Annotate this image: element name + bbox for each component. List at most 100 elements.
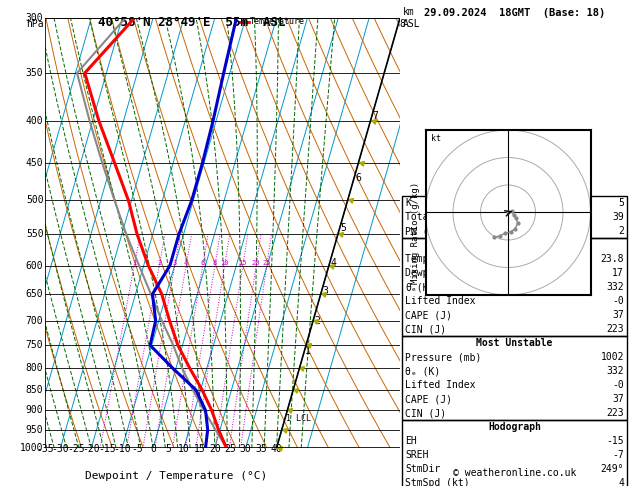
Text: 6: 6 [355,174,361,183]
Text: Hodograph: Hodograph [488,422,541,432]
Text: 5: 5 [341,223,347,233]
Text: 15: 15 [238,260,247,265]
Text: 37: 37 [612,394,624,404]
Text: StmDir: StmDir [405,464,440,474]
Text: 4: 4 [184,260,188,265]
Text: θₑ (K): θₑ (K) [405,366,440,376]
Text: -15: -15 [98,444,116,454]
Text: 20: 20 [209,444,221,454]
Text: StmSpd (kt): StmSpd (kt) [405,478,470,486]
Text: 17: 17 [612,268,624,278]
Text: CAPE (J): CAPE (J) [405,310,452,320]
Text: 2: 2 [157,260,162,265]
Text: 249°: 249° [601,464,624,474]
Text: PW (cm): PW (cm) [405,226,446,236]
Text: 10: 10 [220,260,229,265]
Text: 10: 10 [178,444,190,454]
Text: θₑ(K): θₑ(K) [405,282,435,292]
Text: 800: 800 [26,364,43,373]
Text: 4: 4 [618,478,624,486]
Text: 550: 550 [26,229,43,240]
Text: 223: 223 [606,408,624,418]
Text: Dewpoint / Temperature (°C): Dewpoint / Temperature (°C) [85,471,267,481]
Text: 35: 35 [255,444,267,454]
Text: 1: 1 [305,346,311,356]
Text: Surface: Surface [494,240,535,250]
Bar [402,238,627,336]
Text: CIN (J): CIN (J) [405,408,446,418]
Text: 37: 37 [612,310,624,320]
Text: SREH: SREH [405,450,428,460]
Text: 5: 5 [618,198,624,208]
Text: 332: 332 [606,282,624,292]
Text: 6: 6 [201,260,205,265]
Text: Pressure (mb): Pressure (mb) [405,352,481,362]
Text: 15: 15 [194,444,205,454]
Text: 850: 850 [26,385,43,395]
Text: 3: 3 [323,286,328,296]
Text: 750: 750 [26,340,43,350]
Text: 8: 8 [213,260,217,265]
Text: 4: 4 [331,258,337,268]
Text: -15: -15 [606,436,624,446]
Text: CIN (J): CIN (J) [405,324,446,334]
Text: EH: EH [405,436,417,446]
Text: 30: 30 [240,444,252,454]
Text: -5: -5 [131,444,143,454]
Text: 40: 40 [270,444,282,454]
Text: 40°58'N 28°49'E  55m  ASL: 40°58'N 28°49'E 55m ASL [98,16,286,29]
Text: -0: -0 [612,296,624,306]
Text: 950: 950 [26,425,43,434]
Text: 500: 500 [26,195,43,206]
Text: 23.8: 23.8 [601,254,624,264]
Text: Totals Totals: Totals Totals [405,212,481,222]
Text: 8: 8 [399,19,405,29]
Text: 29.09.2024  18GMT  (Base: 18): 29.09.2024 18GMT (Base: 18) [424,8,605,18]
Text: Lifted Index: Lifted Index [405,296,476,306]
Text: -30: -30 [52,444,69,454]
Text: 39: 39 [612,212,624,222]
Text: hPa: hPa [26,19,43,29]
Text: -25: -25 [67,444,85,454]
Text: 900: 900 [26,405,43,416]
Bar [402,196,627,238]
Text: 300: 300 [26,13,43,23]
Text: 223: 223 [606,324,624,334]
Text: Mixing Ratio (g/kg): Mixing Ratio (g/kg) [411,182,420,284]
Text: 332: 332 [606,366,624,376]
Text: Lifted Index: Lifted Index [405,380,476,390]
Text: 5: 5 [165,444,172,454]
Text: 3: 3 [172,260,177,265]
Bar [402,420,627,486]
Text: kt: kt [431,134,441,143]
Text: 600: 600 [26,260,43,271]
Text: © weatheronline.co.uk: © weatheronline.co.uk [453,468,576,478]
Text: 700: 700 [26,315,43,326]
Text: 650: 650 [26,289,43,299]
Text: 20: 20 [252,260,260,265]
Text: 1 LCL: 1 LCL [286,415,311,423]
Text: 1002: 1002 [601,352,624,362]
Text: -7: -7 [612,450,624,460]
Text: Most Unstable: Most Unstable [476,338,553,348]
Text: 400: 400 [26,116,43,126]
Text: 1000: 1000 [20,443,43,453]
Text: 450: 450 [26,158,43,168]
Text: 25: 25 [225,444,236,454]
Text: 25: 25 [262,260,271,265]
Text: Temperature: Temperature [250,17,305,26]
Text: Temp (°C): Temp (°C) [405,254,458,264]
Text: 2: 2 [618,226,624,236]
Bar [402,336,627,420]
Text: -20: -20 [82,444,100,454]
Text: 7: 7 [373,111,379,121]
Text: -35: -35 [36,444,54,454]
Text: 350: 350 [26,68,43,78]
Text: Dewp (°C): Dewp (°C) [405,268,458,278]
Text: K: K [405,198,411,208]
Text: 2: 2 [314,315,320,326]
Text: 0: 0 [150,444,156,454]
Text: 1: 1 [132,260,136,265]
Text: km
ASL: km ASL [403,7,421,29]
Text: CAPE (J): CAPE (J) [405,394,452,404]
